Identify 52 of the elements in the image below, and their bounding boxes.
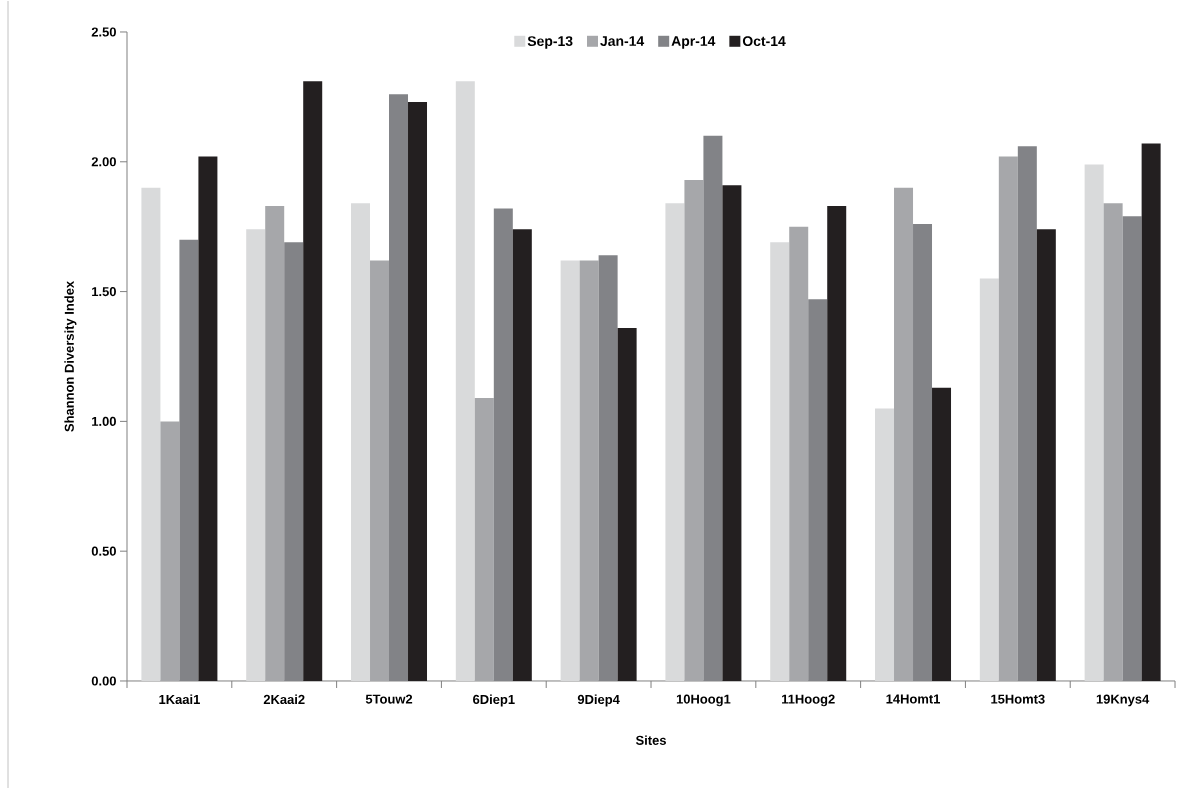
bar bbox=[770, 242, 790, 681]
y-tick-label: 0.00 bbox=[91, 676, 116, 686]
x-tick-label: 19Knys4 bbox=[1096, 694, 1150, 707]
x-tick-label: 5Touw2 bbox=[365, 694, 413, 704]
bar bbox=[198, 156, 218, 681]
bar bbox=[979, 278, 999, 681]
x-tick-label: 2Kaai2 bbox=[263, 694, 305, 705]
bar bbox=[512, 229, 532, 681]
bar bbox=[827, 205, 847, 681]
bar bbox=[303, 81, 323, 681]
bar bbox=[665, 203, 685, 681]
x-tick-label: 11Hoog2 bbox=[782, 694, 835, 707]
bar bbox=[474, 398, 494, 681]
x-tick-label: 10Hoog1 bbox=[676, 694, 731, 707]
y-tick-label: 2.00 bbox=[91, 157, 116, 167]
y-axis-title: Shannon Diversity Index bbox=[64, 281, 77, 432]
x-tick-label: 15Homt3 bbox=[991, 694, 1045, 704]
bar bbox=[617, 327, 637, 681]
legend-label: Oct-14 bbox=[742, 36, 786, 47]
x-axis-title: Sites bbox=[635, 735, 666, 745]
x-tick-label: 1Kaai1 bbox=[159, 694, 200, 705]
bar bbox=[1036, 229, 1056, 681]
bar bbox=[998, 156, 1018, 681]
bar bbox=[579, 260, 599, 681]
bar bbox=[875, 408, 895, 681]
legend-label: Sep-13 bbox=[527, 36, 573, 49]
bar bbox=[455, 81, 475, 681]
bar bbox=[789, 226, 809, 681]
y-tick-label: 1.50 bbox=[92, 287, 116, 297]
y-tick-label: 1.00 bbox=[92, 416, 116, 426]
bar bbox=[684, 179, 704, 681]
bar bbox=[1084, 164, 1104, 681]
y-tick-label: 2.50 bbox=[91, 27, 116, 37]
y-tick-label: 0.50 bbox=[91, 546, 116, 556]
bar bbox=[894, 187, 914, 681]
bar bbox=[370, 260, 390, 681]
legend-label: Jan-14 bbox=[600, 36, 645, 46]
x-tick-label: 6Diep1 bbox=[473, 694, 515, 707]
bar bbox=[160, 421, 180, 681]
bar bbox=[1103, 203, 1123, 681]
bar bbox=[408, 102, 428, 681]
bar bbox=[265, 205, 285, 681]
bar bbox=[246, 229, 266, 681]
x-tick-label: 14Homt1 bbox=[886, 694, 941, 704]
bar bbox=[560, 260, 580, 681]
bar bbox=[1141, 143, 1161, 681]
bar bbox=[141, 187, 161, 681]
bar bbox=[722, 185, 742, 681]
legend-label: Apr-14 bbox=[671, 36, 716, 49]
x-tick-label: 9Diep4 bbox=[577, 694, 620, 707]
bar bbox=[351, 203, 371, 681]
bar bbox=[932, 387, 952, 681]
